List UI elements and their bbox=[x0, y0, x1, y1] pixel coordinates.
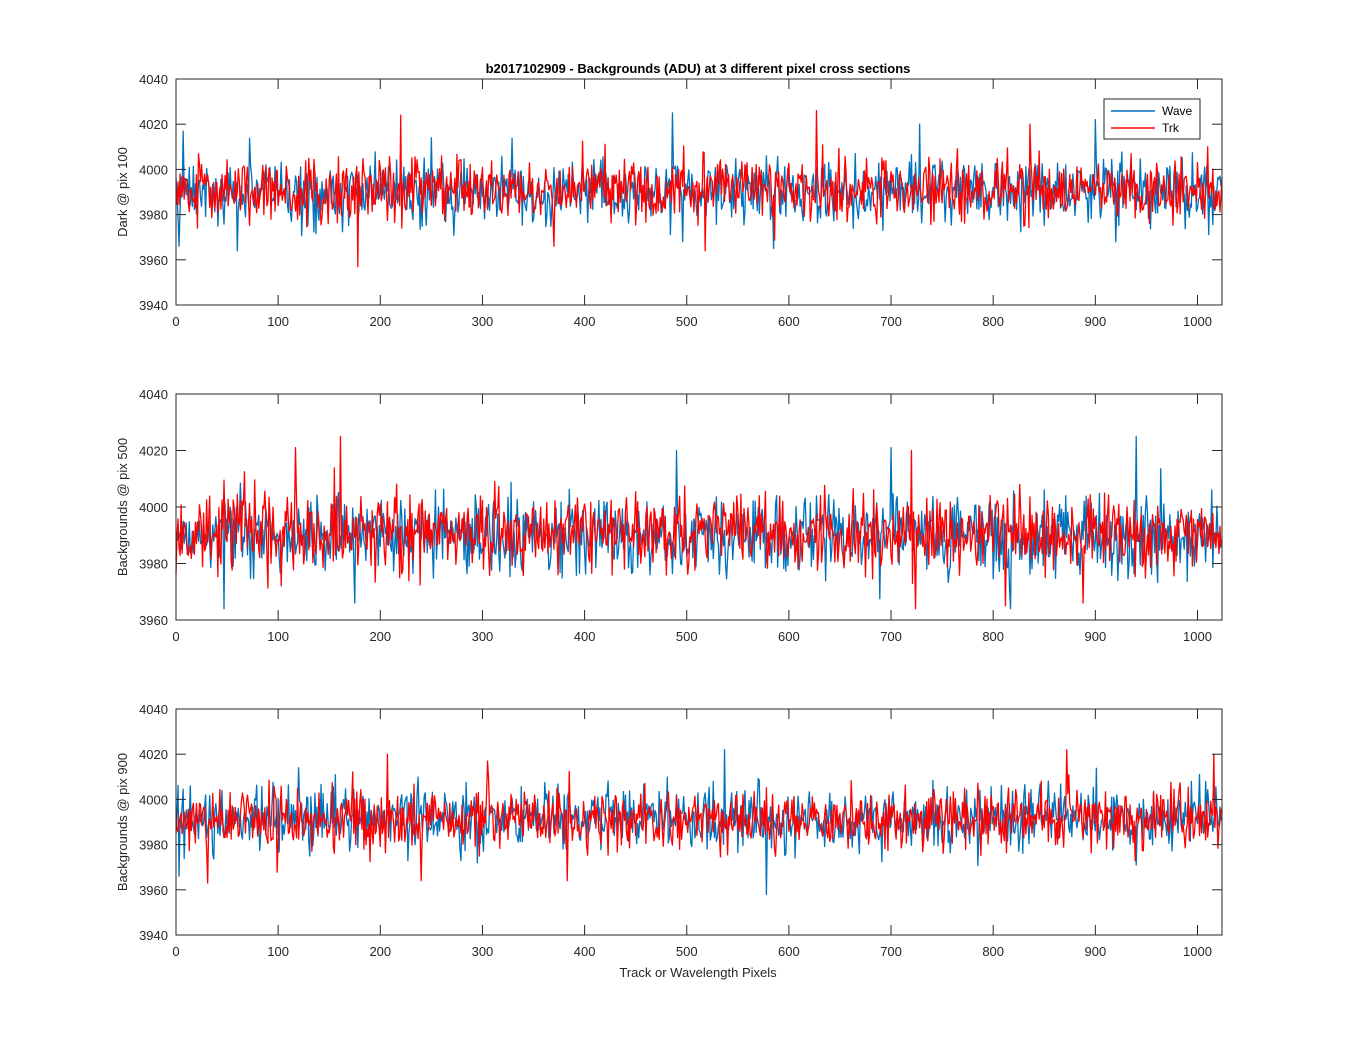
x-tick-label: 300 bbox=[472, 944, 494, 959]
y-tick-label: 3980 bbox=[139, 557, 168, 572]
y-tick-label: 4000 bbox=[139, 500, 168, 515]
y-tick-label: 4040 bbox=[139, 387, 168, 402]
legend-label-wave: Wave bbox=[1162, 104, 1193, 118]
y-tick-label: 4000 bbox=[139, 792, 168, 807]
x-tick-label: 900 bbox=[1084, 944, 1106, 959]
y-tick-label: 4040 bbox=[139, 72, 168, 87]
x-tick-label: 600 bbox=[778, 944, 800, 959]
x-tick-label: 300 bbox=[472, 629, 494, 644]
legend: Wave Trk bbox=[1103, 98, 1201, 140]
x-tick-label: 800 bbox=[982, 944, 1004, 959]
x-tick-label: 500 bbox=[676, 944, 698, 959]
y-tick-label: 4020 bbox=[139, 117, 168, 132]
x-tick-label: 900 bbox=[1084, 629, 1106, 644]
x-tick-label: 400 bbox=[574, 629, 596, 644]
subplot-2: 0 100 200 300 400 500 600 700 800 900 1000 3960 3980… bbox=[115, 387, 1223, 644]
series-line-wave bbox=[175, 749, 1223, 895]
x-tick-label: 200 bbox=[369, 629, 391, 644]
y-axis-label: Dark @ pix 100 bbox=[115, 147, 130, 237]
x-tick-label: 200 bbox=[369, 314, 391, 329]
x-tick-label: 1000 bbox=[1183, 629, 1212, 644]
y-axis-label: Backgrounds @ pix 500 bbox=[115, 438, 130, 576]
y-axis-label: Backgrounds @ pix 900 bbox=[115, 753, 130, 891]
y-tick-label: 3960 bbox=[139, 883, 168, 898]
legend-label-trk: Trk bbox=[1162, 121, 1180, 135]
x-tick-label: 800 bbox=[982, 629, 1004, 644]
x-tick-label: 100 bbox=[267, 314, 289, 329]
y-tick-label: 4020 bbox=[139, 747, 168, 762]
x-tick-label: 500 bbox=[676, 629, 698, 644]
x-axis-label: Track or Wavelength Pixels bbox=[619, 965, 777, 980]
x-tick-label: 700 bbox=[880, 314, 902, 329]
x-tick-label: 0 bbox=[172, 944, 179, 959]
y-tick-label: 3980 bbox=[139, 208, 168, 223]
legend-box bbox=[1103, 98, 1201, 140]
y-tick-label: 4020 bbox=[139, 444, 168, 459]
axes-box bbox=[175, 708, 1223, 936]
x-tick-label: 600 bbox=[778, 629, 800, 644]
series-line-trk bbox=[175, 749, 1223, 884]
y-tick-label: 3980 bbox=[139, 838, 168, 853]
subplots: 0 100 200 300 400 500 600 700 800 900 100039403960… bbox=[115, 72, 1223, 959]
y-tick-label: 4040 bbox=[139, 702, 168, 717]
chart-title: b2017102909 - Backgrounds (ADU) at 3 dif… bbox=[486, 61, 911, 76]
x-tick-label: 500 bbox=[676, 314, 698, 329]
y-tick-label: 3960 bbox=[139, 613, 168, 628]
y-tick-label: 3940 bbox=[139, 928, 168, 943]
x-tick-label: 300 bbox=[472, 314, 494, 329]
x-tick-label: 1000 bbox=[1183, 944, 1212, 959]
series-line-trk bbox=[175, 435, 1223, 610]
x-tick-label: 600 bbox=[778, 314, 800, 329]
x-tick-label: 400 bbox=[574, 944, 596, 959]
x-tick-label: 900 bbox=[1084, 314, 1106, 329]
x-tick-label: 0 bbox=[172, 629, 179, 644]
x-tick-label: 800 bbox=[982, 314, 1004, 329]
axes-box bbox=[175, 78, 1223, 306]
subplot-3: 0 100 200 300 400 500 600 700 800 900 1000 3940 3960… bbox=[115, 702, 1223, 959]
y-tick-label: 3960 bbox=[139, 253, 168, 268]
y-tick-label: 4000 bbox=[139, 162, 168, 177]
x-tick-label: 700 bbox=[880, 944, 902, 959]
x-tick-label: 400 bbox=[574, 314, 596, 329]
series-line-trk bbox=[175, 109, 1223, 268]
x-tick-label: 1000 bbox=[1183, 314, 1212, 329]
x-tick-label: 100 bbox=[267, 944, 289, 959]
x-tick-label: 700 bbox=[880, 629, 902, 644]
x-tick-label: 200 bbox=[369, 944, 391, 959]
x-tick-label: 0 bbox=[172, 314, 179, 329]
x-tick-label: 100 bbox=[267, 629, 289, 644]
y-tick-label: 3940 bbox=[139, 298, 168, 313]
subplot-1: 0 100 200 300 400 500 600 700 800 900 1000 3940 3960… bbox=[115, 72, 1223, 329]
